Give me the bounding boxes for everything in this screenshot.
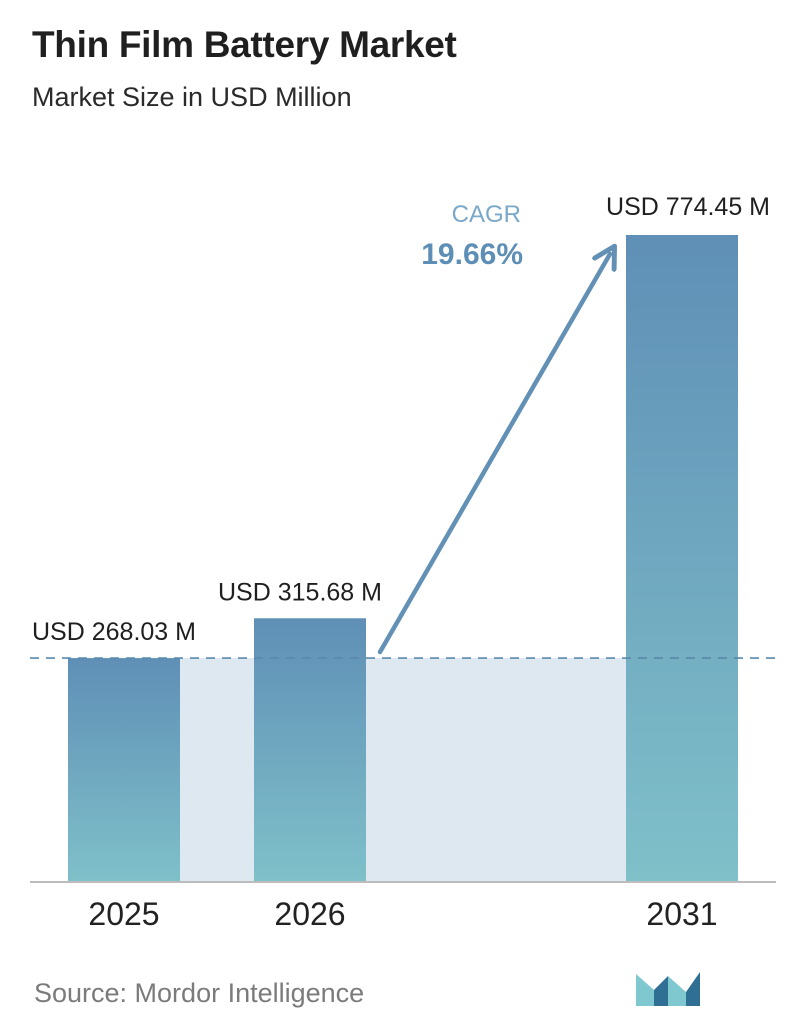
value-label-2025: USD 268.03 M [32,618,196,646]
chart-title: Thin Film Battery Market [32,24,457,65]
cagr-arrow [377,254,610,655]
cagr-label: CAGR [452,201,521,228]
source-note: Source: Mordor Intelligence [34,978,365,1008]
value-label-2031: USD 774.45 M [606,193,770,221]
mordor-intelligence-logo-icon [636,972,700,1006]
bar-chart: USD 268.03 M USD 315.68 M USD 774.45 M 202… [30,193,776,932]
value-label-2026: USD 315.68 M [218,578,382,606]
x-tick-label-2026: 2026 [274,896,345,932]
bar-2031 [626,235,738,882]
x-tick-label-2025: 2025 [88,896,159,932]
cagr-value: 19.66% [421,238,523,271]
x-tick-label-2031: 2031 [646,896,717,932]
chart-subtitle: Market Size in USD Million [32,82,352,112]
bar-2026 [254,618,366,882]
bar-2025 [68,658,180,882]
